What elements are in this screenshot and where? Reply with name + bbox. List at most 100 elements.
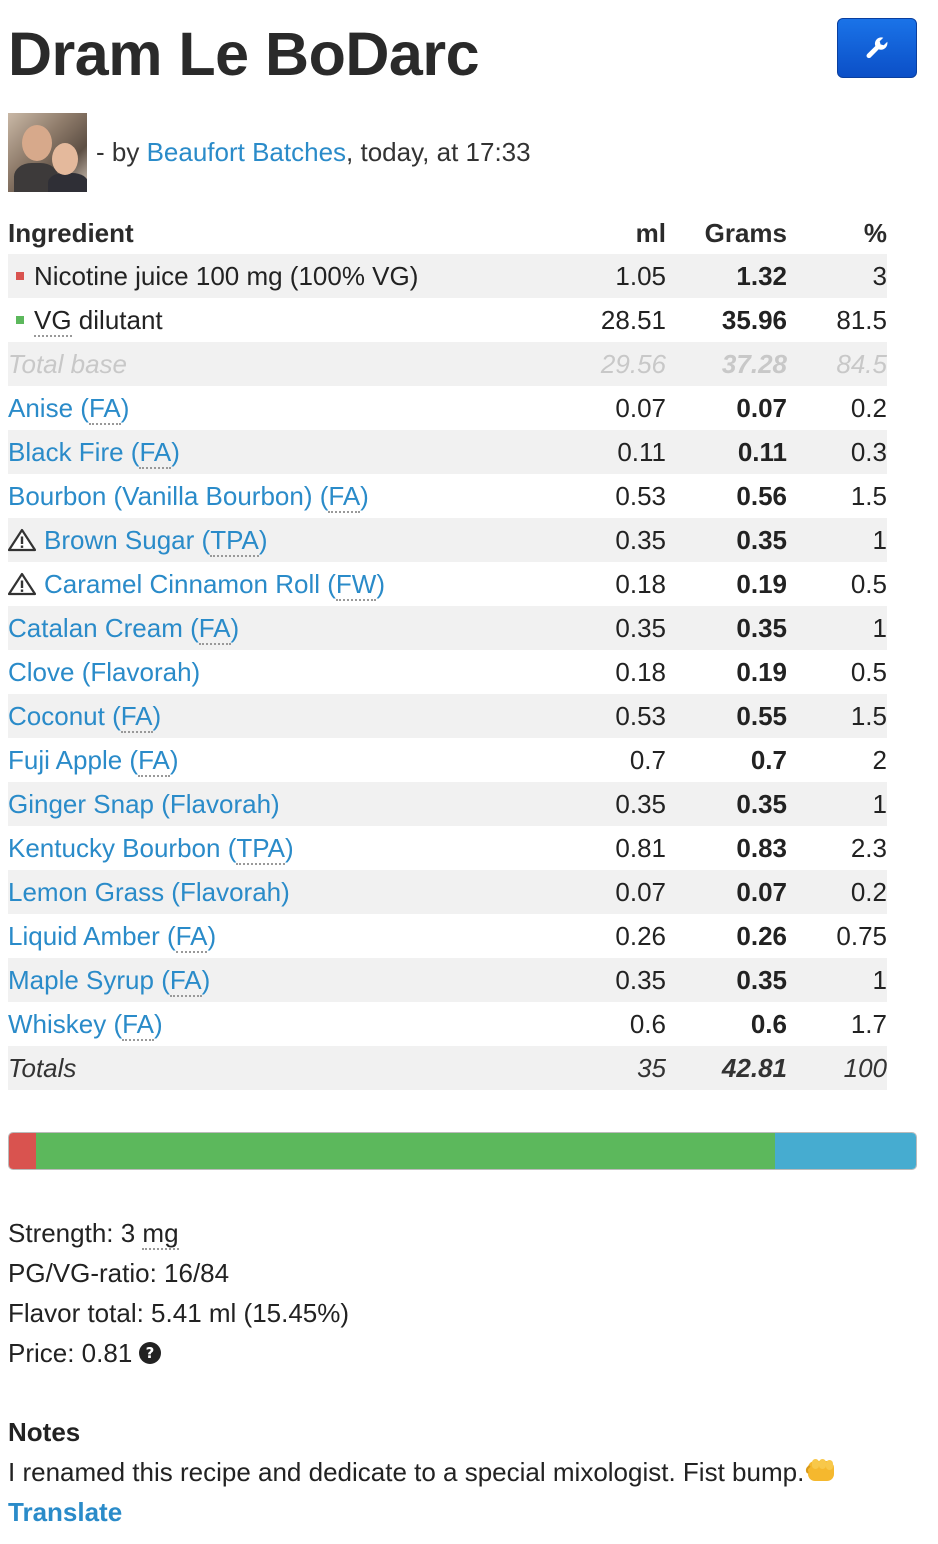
cell-percent: 2 (872, 744, 887, 775)
price-value: Price: 0.81 (8, 1338, 133, 1368)
vg-abbreviation[interactable]: VG (34, 304, 72, 337)
flavor-vendor: FA (138, 744, 170, 777)
cell-ml: 0.11 (617, 436, 666, 467)
author-link[interactable]: Beaufort Batches (146, 136, 347, 167)
table-row-flavor: Brown Sugar (TPA) 0.35 0.35 1 (8, 518, 887, 562)
ingredients-table: Ingredient ml Grams % Nicotine juice 100… (8, 212, 887, 1090)
flavor-link[interactable]: Lemon Grass (Flavorah) (8, 876, 290, 907)
author-avatar[interactable] (8, 112, 87, 192)
cell-grams: 42.81 (666, 1046, 787, 1090)
flavor-link[interactable]: Coconut (FA) (8, 700, 162, 733)
flavor-vendor: FA (120, 700, 153, 733)
flavor-vendor: TPA (210, 524, 259, 557)
cell-grams: 35.96 (721, 304, 787, 335)
cell-percent: 1 (872, 788, 887, 819)
cell-percent: 81.5 (836, 304, 887, 335)
flavor-link[interactable]: Bourbon (Vanilla Bourbon) (FA) (8, 480, 369, 513)
flavor-link[interactable]: Caramel Cinnamon Roll (FW) (44, 568, 385, 601)
question-circle-icon[interactable]: ? (138, 1341, 162, 1365)
cell-percent: 1.5 (850, 480, 887, 511)
header-percent: % (863, 217, 887, 248)
flavor-vendor: Flavorah (169, 788, 272, 819)
flavor-name: Liquid Amber (8, 920, 160, 951)
flavor-link[interactable]: Catalan Cream (FA) (8, 612, 240, 645)
cell-grams: 0.19 (736, 568, 787, 599)
cell-percent: 1.7 (850, 1008, 887, 1039)
cell-grams: 0.83 (736, 832, 787, 863)
table-row-totals: Totals 35 42.81 100 (8, 1046, 887, 1090)
edit-tools-button[interactable] (837, 18, 917, 78)
flavor-vendor: FA (175, 920, 208, 953)
flavor-name: Catalan Cream (8, 612, 183, 643)
cell-ml: 0.6 (629, 1008, 666, 1039)
flavor-link[interactable]: Brown Sugar (TPA) (44, 524, 268, 557)
flavor-link[interactable]: Clove (Flavorah) (8, 656, 201, 687)
ingredients-body: Nicotine juice 100 mg (100% VG) 1.05 1.3… (8, 254, 887, 1090)
flavor-vendor: Flavorah (90, 656, 192, 687)
cell-ml: 0.26 (615, 920, 666, 951)
table-row-flavor: Black Fire (FA) 0.11 0.11 0.3 (8, 430, 887, 474)
flavor-name: Caramel Cinnamon Roll (44, 568, 320, 599)
flavor-name: Whiskey (8, 1008, 107, 1039)
flavor-vendor: FA (88, 392, 121, 425)
recipe-title: Dram Le BoDarc (8, 20, 480, 88)
mix-bar-segment-nicotine (9, 1133, 37, 1169)
total-base-label: Total base (8, 342, 536, 386)
flavor-name: Ginger Snap (8, 788, 154, 819)
table-row-total-base: Total base 29.56 37.28 84.5 (8, 342, 887, 386)
warning-triangle-icon (8, 528, 36, 551)
translate-link[interactable]: Translate (8, 1497, 123, 1527)
cell-ml: 0.07 (615, 876, 666, 907)
flavor-link[interactable]: Kentucky Bourbon (TPA) (8, 832, 294, 865)
table-row-flavor: Fuji Apple (FA) 0.7 0.7 2 (8, 738, 887, 782)
mix-bar-segment-vg (36, 1133, 776, 1169)
cell-percent: 1 (872, 964, 887, 995)
cell-ml: 0.35 (615, 964, 666, 995)
cell-grams: 0.35 (736, 788, 787, 819)
cell-ml: 35 (536, 1046, 666, 1090)
ingredient-name: Nicotine juice 100 mg (100% VG) (34, 260, 419, 291)
mix-ratio-bar (8, 1132, 917, 1170)
flavor-vendor: TPA (236, 832, 285, 865)
cell-percent: 0.75 (836, 920, 887, 951)
author-row: - by Beaufort Batches, today, at 17:33 (8, 112, 531, 192)
cell-grams: 37.28 (666, 342, 787, 386)
cell-grams: 0.6 (750, 1008, 787, 1039)
cell-grams: 0.26 (736, 920, 787, 951)
fist-bump-icon (806, 1459, 835, 1481)
flavor-link[interactable]: Fuji Apple (FA) (8, 744, 179, 777)
cell-grams: 0.19 (736, 656, 787, 687)
ingredient-name: dilutant (71, 304, 163, 335)
table-row-flavor: Maple Syrup (FA) 0.35 0.35 1 (8, 958, 887, 1002)
table-row-nicotine: Nicotine juice 100 mg (100% VG) 1.05 1.3… (8, 254, 887, 298)
cell-percent: 84.5 (787, 342, 887, 386)
flavor-name: Maple Syrup (8, 964, 154, 995)
flavor-vendor: FA (122, 1008, 154, 1041)
cell-grams: 0.07 (736, 876, 787, 907)
cell-ml: 0.35 (615, 524, 666, 555)
table-row-flavor: Caramel Cinnamon Roll (FW) 0.18 0.19 0.5 (8, 562, 887, 606)
flavor-name: Fuji Apple (8, 744, 123, 775)
flavor-name: Coconut (8, 700, 105, 731)
cell-percent: 0.2 (850, 876, 887, 907)
flavor-link[interactable]: Anise (FA) (8, 392, 130, 425)
mg-abbreviation[interactable]: mg (142, 1218, 179, 1250)
flavor-link[interactable]: Black Fire (FA) (8, 436, 180, 469)
flavor-link[interactable]: Ginger Snap (Flavorah) (8, 788, 280, 819)
table-row-flavor: Bourbon (Vanilla Bourbon) (FA) 0.53 0.56 1.… (8, 474, 887, 518)
cell-percent: 2.3 (850, 832, 887, 863)
header-grams: Grams (704, 217, 787, 248)
cell-percent: 0.2 (850, 392, 887, 423)
notes-text: I renamed this recipe and dedicate to a … (8, 1452, 838, 1492)
cell-percent: 1 (872, 612, 887, 643)
flavor-name: Bourbon (Vanilla Bourbon) (8, 480, 313, 511)
table-row-flavor: Whiskey (FA) 0.6 0.6 1.7 (8, 1002, 887, 1046)
cell-ml: 0.7 (629, 744, 666, 775)
header-ml: ml (635, 217, 666, 248)
cell-percent: 0.5 (850, 568, 887, 599)
flavor-link[interactable]: Whiskey (FA) (8, 1008, 163, 1041)
flavor-link[interactable]: Liquid Amber (FA) (8, 920, 217, 953)
cell-percent: 3 (872, 260, 887, 291)
flavor-link[interactable]: Maple Syrup (FA) (8, 964, 211, 997)
cell-percent: 0.3 (850, 436, 887, 467)
